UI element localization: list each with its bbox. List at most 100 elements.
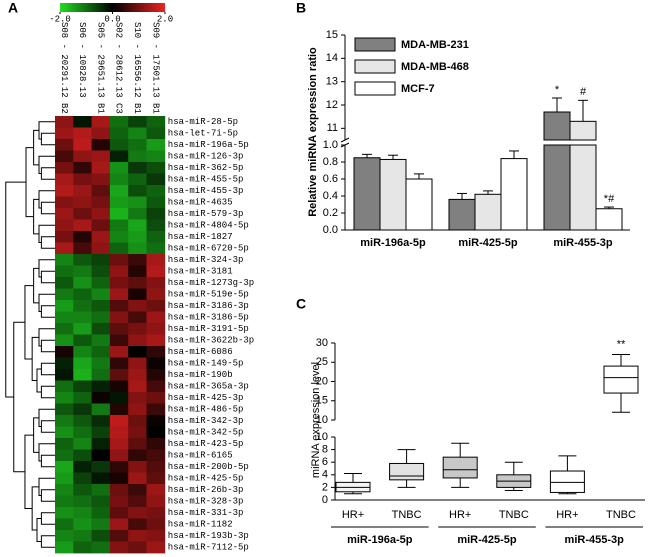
heatmap-cell — [109, 507, 129, 519]
legend-label: MCF-7 — [401, 83, 435, 95]
row-label: hsa-miR-3186-3p — [168, 301, 249, 311]
heatmap-cell — [55, 369, 74, 381]
heatmap-cell — [55, 323, 74, 335]
heatmap-cell — [146, 173, 166, 186]
heatmap-cell — [55, 219, 74, 232]
row-label: hsa-miR-6086 — [168, 347, 233, 357]
y-tick-label: 15 — [326, 29, 338, 41]
heatmap-cell — [91, 323, 111, 335]
heatmap-cell — [109, 162, 129, 174]
heatmap-cell — [146, 541, 166, 554]
x-tick-label: miR-425-5p — [458, 237, 518, 249]
heatmap-cell — [128, 380, 147, 393]
row-label: hsa-miR-193b-3p — [168, 531, 249, 541]
dendrogram-branch — [25, 147, 34, 218]
heatmap-cell — [128, 139, 147, 151]
heatmap-cell — [91, 495, 111, 508]
heatmap-cell — [146, 472, 166, 485]
heatmap-cell — [146, 530, 166, 542]
row-label: hsa-miR-425-5p — [168, 474, 244, 484]
heatmap-cell — [109, 357, 129, 370]
heatmap-cell — [55, 346, 74, 358]
heatmap-cell — [146, 162, 166, 174]
legend-label: MDA-MB-231 — [401, 39, 469, 51]
legend-swatch — [354, 59, 396, 74]
heatmap-cell — [109, 518, 129, 531]
heatmap-cell — [73, 495, 92, 508]
heatmap-cell — [128, 392, 147, 404]
heatmap-cell — [55, 242, 74, 255]
heatmap-cell — [73, 403, 92, 416]
row-label: hsa-miR-362-5p — [168, 163, 244, 173]
heatmap-cell — [146, 415, 166, 427]
heatmap-cell — [146, 369, 166, 381]
heatmap-cell — [91, 449, 111, 462]
heatmap-cell — [128, 277, 147, 289]
heatmap-cell — [55, 518, 74, 531]
heatmap-cell — [91, 380, 111, 393]
heatmap-cell — [91, 461, 111, 473]
group-label: miR-196a-5p — [347, 534, 413, 546]
legend-swatch — [354, 37, 396, 52]
heatmap-cell — [55, 300, 74, 312]
dendrogram-branch — [31, 486, 40, 531]
row-label: hsa-miR-4804-5p — [168, 221, 249, 231]
row-label: hsa-miR-331-3p — [168, 508, 244, 518]
heatmap-cell — [73, 392, 92, 404]
heatmap-cell — [128, 530, 147, 542]
heatmap-cell — [91, 415, 111, 427]
heatmap-cell — [55, 357, 74, 370]
heatmap-cell — [55, 495, 74, 508]
y-tick-label: 4 — [322, 469, 328, 481]
column-label: S05 - 29651.13 B1 — [95, 22, 105, 114]
heatmap-cell — [128, 426, 147, 439]
heatmap-cell — [109, 277, 129, 289]
dendrogram-branch — [40, 167, 55, 180]
y-tick-label: 20 — [316, 375, 328, 387]
heatmap-cell — [146, 461, 166, 473]
heatmap-cell — [73, 438, 92, 450]
heatmap-cell — [109, 323, 129, 335]
heatmap-cell — [146, 219, 166, 232]
x-tick-label: TNBC — [606, 509, 636, 521]
heatmap-cell — [55, 484, 74, 496]
heatmap-cell — [91, 254, 111, 266]
heatmap-cell — [128, 403, 147, 416]
x-tick-label: miR-196a-5p — [360, 237, 426, 249]
y-axis-label: miRNA expression level — [310, 362, 322, 478]
heatmap-cell — [146, 254, 166, 266]
heatmap-cell — [91, 346, 111, 358]
heatmap-cell — [128, 507, 147, 519]
heatmap-cell — [91, 265, 111, 278]
heatmap-cell — [91, 518, 111, 531]
heatmap-cell — [146, 265, 166, 278]
heatmap-cell — [91, 277, 111, 289]
bar — [569, 120, 597, 141]
y-axis-label: Relative miRNA expression ratio — [307, 47, 319, 217]
y-tick-label: 13 — [326, 76, 338, 88]
y-tick-label: 0.0 — [323, 224, 338, 236]
heatmap-cell — [128, 369, 147, 381]
column-label: S06 - 10828.13 — [77, 22, 87, 98]
heatmap-cell — [146, 185, 166, 197]
dendrogram-branch — [24, 434, 34, 509]
heatmap-cell — [146, 231, 166, 243]
y-tick-label: 11 — [327, 122, 338, 134]
row-label: hsa-miR-342-3p — [168, 416, 244, 426]
heatmap-cell — [91, 334, 111, 347]
heatmap-cell — [73, 127, 92, 140]
heatmap-cell — [73, 185, 92, 197]
group-label: miR-425-5p — [457, 534, 517, 546]
heatmap-cell — [91, 116, 111, 128]
heatmap-cell — [73, 541, 92, 554]
heatmap-cell — [91, 231, 111, 243]
heatmap-cell — [128, 150, 147, 163]
annotation: * — [555, 84, 560, 96]
heatmap-cell — [91, 472, 111, 485]
heatmap-cell — [55, 139, 74, 151]
heatmap-cell — [146, 438, 166, 450]
heatmap-cell — [55, 254, 74, 266]
heatmap-cell — [91, 185, 111, 197]
bar — [405, 178, 433, 231]
heatmap-cell — [109, 150, 129, 163]
